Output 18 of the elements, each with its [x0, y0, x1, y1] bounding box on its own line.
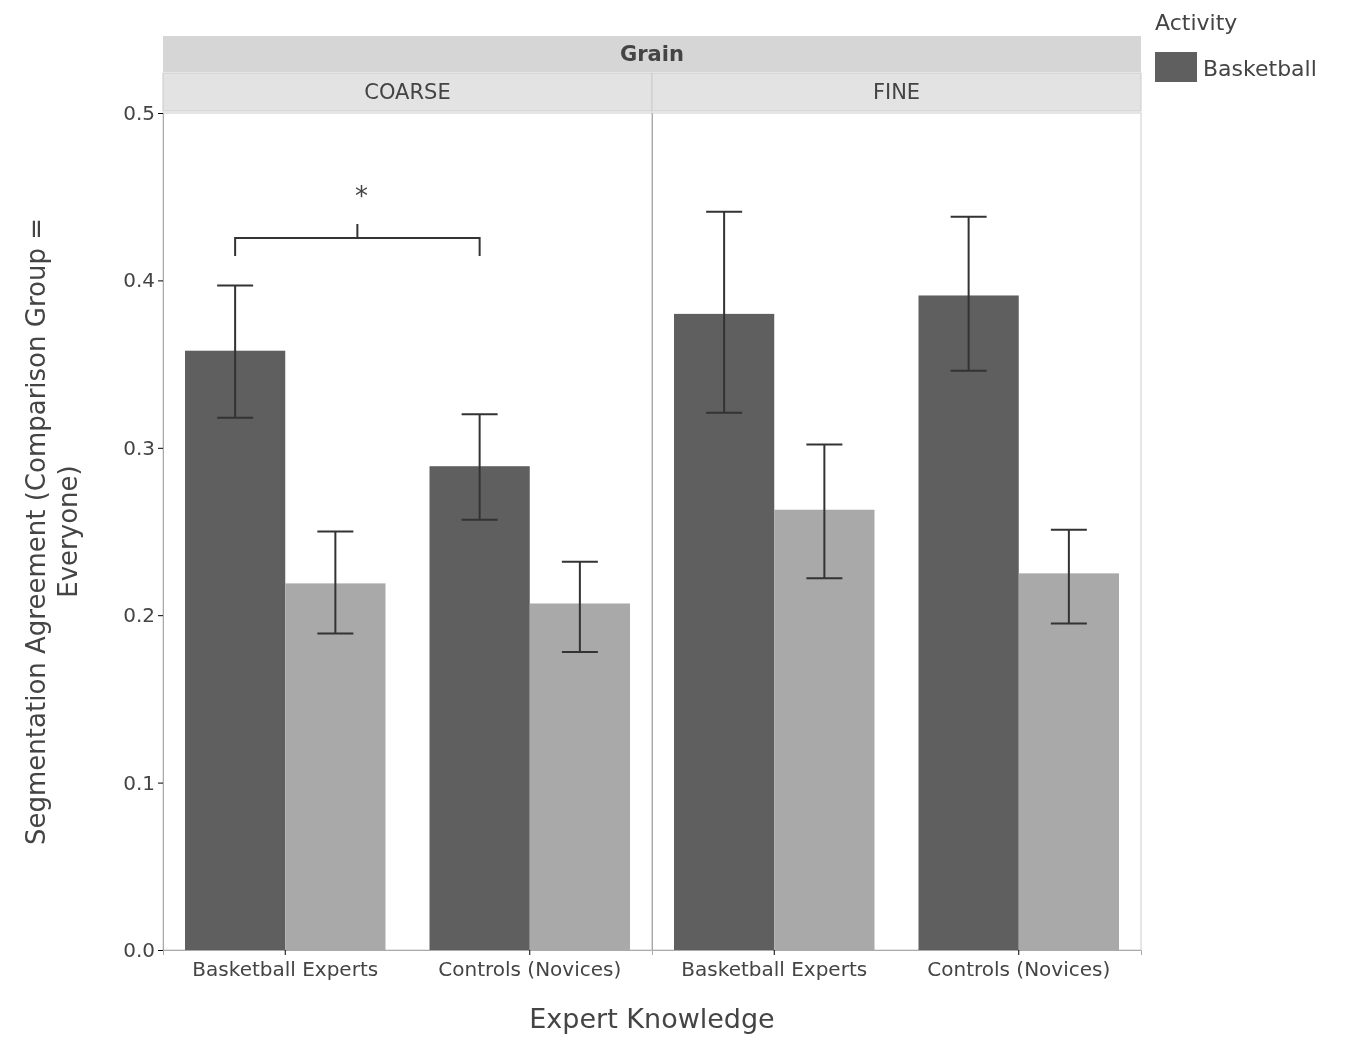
y-tick-label: 0.4	[123, 268, 155, 293]
x-axis-title: Expert Knowledge	[529, 1003, 775, 1034]
y-tick-label: 0.1	[123, 770, 155, 795]
annotation: *	[354, 181, 368, 211]
y-tick-label: 0.3	[123, 435, 155, 460]
chart-title: FINE	[872, 80, 921, 104]
legend-title: Activity	[1155, 10, 1238, 35]
y-tick-label: 0.0	[123, 937, 155, 962]
x-tick-label: Controls (Novices)	[927, 957, 1111, 981]
x-tick-label: Basketball Experts	[192, 957, 379, 981]
legend-label: Basketball	[1203, 56, 1317, 81]
y-axis-title: Segmentation Agreement (Comparison Group = Everyone)	[21, 218, 83, 845]
text: Grain	[620, 42, 684, 66]
y-tick-label: 0.2	[123, 603, 155, 628]
x-tick-label: Basketball Experts	[681, 957, 868, 981]
x-tick-label: Controls (Novices)	[438, 957, 622, 981]
y-tick-label: 0.5	[123, 100, 155, 125]
chart-title: COARSE	[364, 80, 451, 104]
